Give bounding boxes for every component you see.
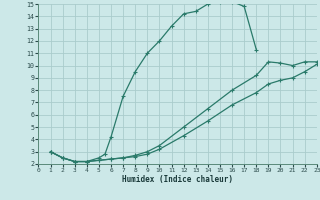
X-axis label: Humidex (Indice chaleur): Humidex (Indice chaleur) xyxy=(122,175,233,184)
